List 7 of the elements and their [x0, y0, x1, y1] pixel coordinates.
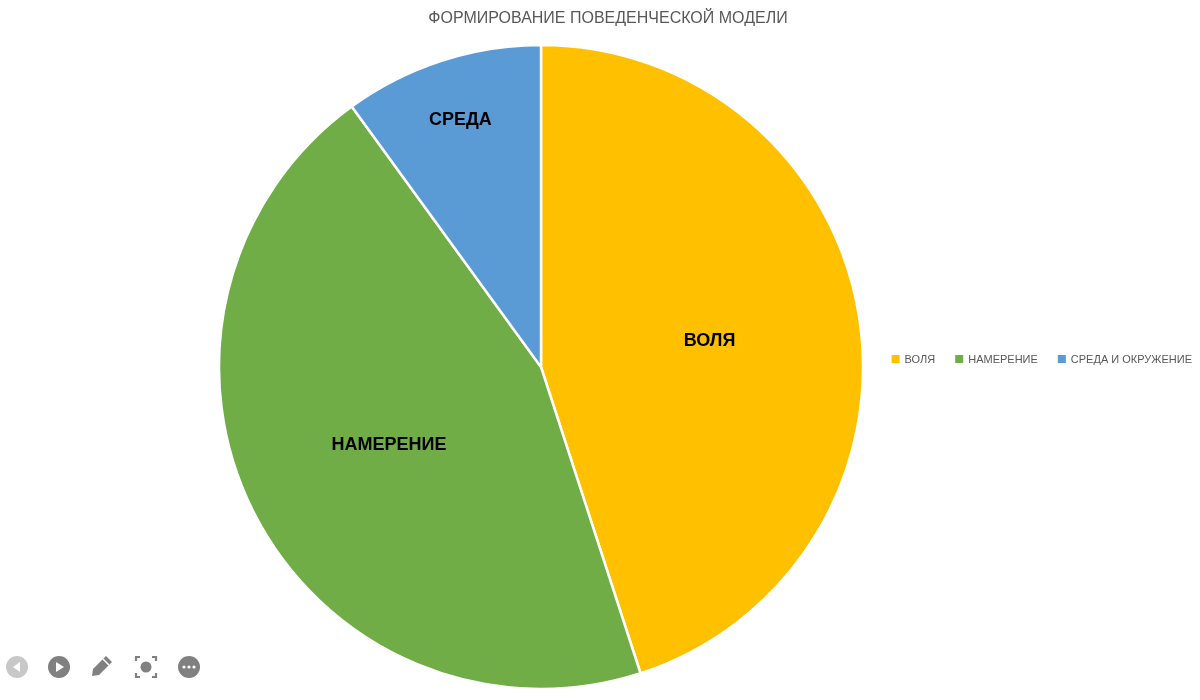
data-label: НАМЕРЕНИЕ	[331, 434, 447, 455]
data-label: СРЕДА	[428, 108, 492, 129]
legend-label: СРЕДА И ОКРУЖЕНИЕ	[1070, 353, 1192, 365]
data-label: ВОЛЯ	[683, 330, 736, 351]
legend-label: ВОЛЯ	[904, 353, 936, 365]
legend-label: НАМЕРЕНИЕ	[968, 353, 1038, 365]
chart-title: ФОРМИРОВАНИЕ ПОВЕДЕНЧЕСКОЙ МОДЕЛИ	[428, 8, 788, 26]
